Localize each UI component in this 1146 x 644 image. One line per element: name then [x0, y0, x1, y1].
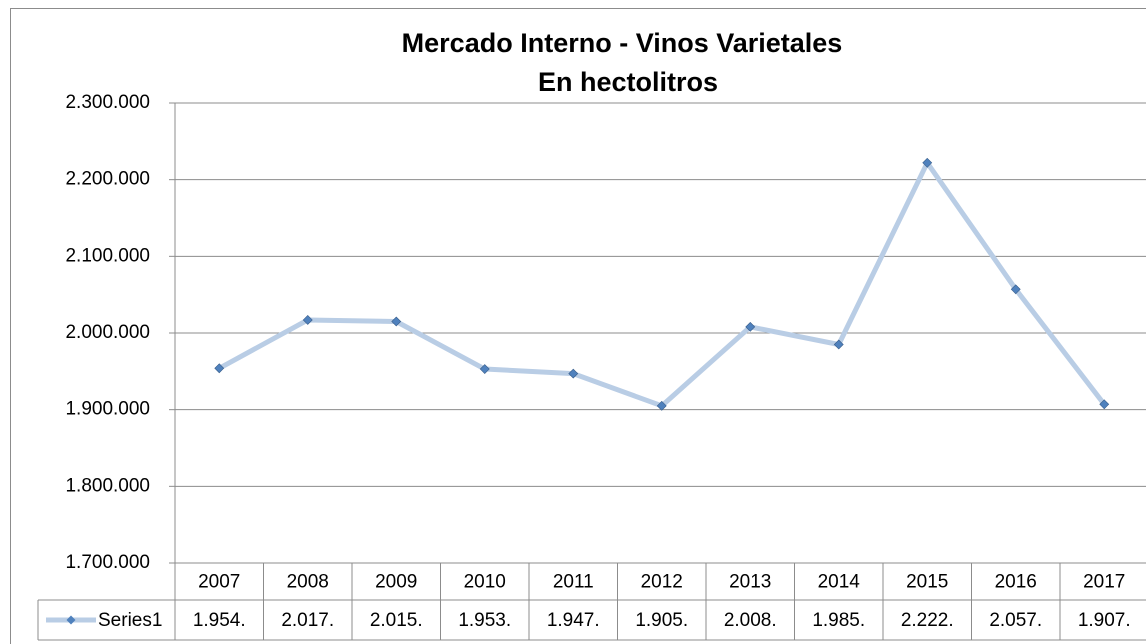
data-point [214, 363, 225, 374]
x-tick-label: 2013 [729, 572, 771, 593]
table-value: 2.057. [989, 610, 1042, 631]
x-tick-label: 2011 [553, 572, 594, 593]
x-tick-label: 2009 [375, 572, 417, 593]
x-tick-label: 2010 [464, 572, 506, 593]
table-value: 1.985. [812, 610, 865, 631]
chart-title: Mercado Interno - Vinos Varietales [402, 28, 843, 58]
data-point [1010, 284, 1021, 295]
y-tick-label: 1.800.000 [65, 475, 150, 496]
table-value: 1.905. [635, 610, 688, 631]
y-tick-label: 2.100.000 [65, 245, 150, 266]
y-tick-label: 1.900.000 [65, 399, 150, 420]
table-value: 1.947. [547, 610, 600, 631]
y-tick-label: 2.300.000 [65, 92, 150, 113]
table-value: 2.222. [901, 610, 954, 631]
data-point [391, 316, 402, 327]
chart-subtitle: En hectolitros [538, 67, 718, 97]
y-tick-label: 1.700.000 [65, 552, 150, 573]
x-tick-label: 2014 [818, 572, 861, 593]
data-point [745, 321, 756, 332]
table-value: 2.008. [724, 610, 777, 631]
table-value: 2.015. [370, 610, 423, 631]
table-value: 1.954. [193, 610, 246, 631]
data-point [656, 400, 667, 411]
x-tick-label: 2012 [641, 572, 683, 593]
x-tick-label: 2007 [198, 572, 240, 593]
data-point [568, 368, 579, 379]
table-value: 1.953. [458, 610, 511, 631]
x-tick-label: 2015 [906, 572, 948, 593]
table-value: 2.017. [281, 610, 334, 631]
data-point [302, 315, 313, 325]
y-tick-label: 2.200.000 [65, 169, 150, 190]
data-point [1099, 399, 1110, 410]
table-value: 1.907. [1078, 610, 1131, 631]
data-point [922, 157, 933, 168]
legend-marker [66, 615, 76, 625]
x-tick-label: 2017 [1083, 572, 1125, 593]
chart-border [10, 8, 1146, 644]
data-point [833, 339, 844, 350]
data-point [479, 364, 490, 374]
x-tick-label: 2016 [995, 572, 1037, 593]
x-tick-label: 2008 [287, 572, 329, 593]
y-tick-label: 2.000.000 [65, 322, 150, 343]
legend-label: Series1 [98, 610, 162, 631]
